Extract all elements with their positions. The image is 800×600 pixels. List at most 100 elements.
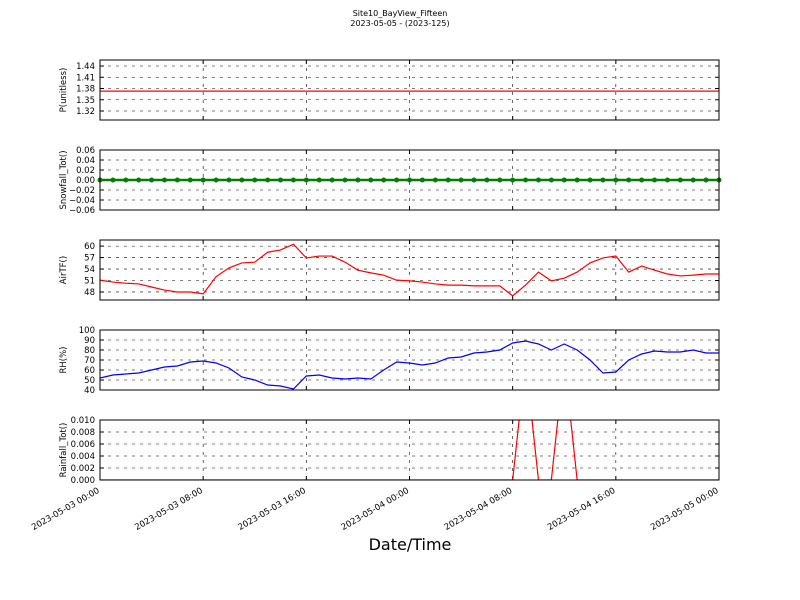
y-tick-label: 50 [84, 376, 95, 386]
data-marker [639, 177, 645, 183]
y-tick-label: 0.006 [71, 440, 95, 450]
x-tick-label: 2023-05-05 00:00 [649, 486, 720, 533]
y-tick-label: 0.010 [71, 416, 95, 426]
data-marker [161, 177, 167, 183]
data-marker [368, 177, 374, 183]
y-tick-label: 0.02 [76, 166, 95, 176]
data-marker [432, 177, 438, 183]
data-marker [342, 177, 348, 183]
y-tick-label: 70 [84, 356, 95, 366]
data-marker [497, 177, 503, 183]
plot-frame [99, 419, 720, 481]
data-marker [278, 177, 284, 183]
data-marker [587, 177, 593, 183]
y-tick-label: 0.00 [76, 176, 95, 186]
y-axis-label: AirTF() [59, 256, 69, 284]
data-marker [677, 177, 683, 183]
data-marker [664, 177, 670, 183]
data-marker [149, 177, 155, 183]
y-tick-label: 60 [84, 242, 95, 252]
y-tick-label: −0.06 [69, 206, 95, 216]
y-tick-label: 0.000 [71, 476, 95, 486]
y-tick-label: 1.38 [76, 85, 95, 95]
plot-frame [99, 59, 720, 121]
y-axis-label: Rainfall_Tot() [59, 423, 69, 478]
y-tick-label: 57 [84, 254, 95, 264]
x-axis-label: Date/Time [369, 535, 452, 554]
data-marker [187, 177, 193, 183]
data-marker [690, 177, 696, 183]
data-line [100, 340, 719, 390]
y-tick-label: 0.008 [71, 428, 95, 438]
x-tick-label: 2023-05-03 00:00 [30, 486, 101, 533]
figure-title: Site10_BayView_Fifteen [353, 9, 448, 18]
data-marker [652, 177, 658, 183]
data-marker [523, 177, 529, 183]
data-marker [200, 177, 206, 183]
data-marker [703, 177, 709, 183]
data-marker [510, 177, 516, 183]
data-marker [355, 177, 361, 183]
data-marker [252, 177, 258, 183]
x-tick-label: 2023-05-03 08:00 [133, 486, 204, 533]
data-marker [394, 177, 400, 183]
y-tick-label: 0.06 [76, 146, 95, 156]
data-marker [316, 177, 322, 183]
y-tick-label: 1.44 [76, 62, 95, 72]
data-marker [407, 177, 412, 183]
x-tick-label: 2023-05-04 00:00 [340, 486, 411, 533]
data-marker [535, 177, 541, 183]
data-marker [290, 177, 296, 183]
data-marker [123, 177, 129, 183]
y-tick-label: 90 [84, 336, 95, 346]
data-line [100, 243, 719, 297]
plot-frame [99, 329, 720, 391]
data-marker [484, 177, 490, 183]
data-marker [613, 177, 619, 183]
data-marker [548, 177, 554, 183]
x-tick-label: 2023-05-03 16:00 [236, 486, 307, 533]
data-marker [226, 177, 232, 183]
data-marker [329, 177, 335, 183]
data-marker [136, 177, 142, 183]
figure-subtitle: 2023-05-05 - (2023-125) [350, 19, 449, 28]
plot-frame [99, 149, 720, 211]
data-marker [110, 177, 116, 183]
y-tick-label: 51 [84, 277, 95, 287]
data-marker [239, 177, 245, 183]
y-tick-label: −0.02 [69, 186, 95, 196]
data-marker [574, 177, 580, 183]
data-marker [213, 177, 219, 183]
y-tick-label: 48 [84, 288, 95, 298]
data-marker [174, 177, 180, 183]
data-marker [471, 177, 477, 183]
data-marker [303, 177, 309, 183]
data-marker [419, 177, 425, 183]
y-tick-label: 60 [84, 366, 95, 376]
y-axis-label: RH(%) [59, 346, 69, 373]
data-marker [265, 177, 271, 183]
data-marker [381, 177, 387, 183]
x-tick-label: 2023-05-04 08:00 [443, 486, 514, 533]
y-tick-label: 54 [84, 265, 95, 275]
data-marker [561, 177, 567, 183]
y-tick-label: 0.004 [71, 452, 95, 462]
y-tick-label: 0.04 [76, 156, 95, 166]
data-marker [626, 177, 632, 183]
x-tick-label: 2023-05-04 16:00 [546, 486, 617, 533]
y-tick-label: 40 [84, 386, 95, 396]
y-tick-label: 0.002 [71, 464, 95, 474]
y-tick-label: 1.35 [76, 96, 95, 106]
y-tick-label: 1.32 [76, 107, 95, 117]
data-marker [600, 177, 606, 183]
data-marker [458, 177, 464, 183]
plot-frame [99, 239, 720, 301]
y-axis-label: Snowfall_Tot() [59, 150, 69, 209]
y-tick-label: 80 [84, 346, 95, 356]
y-axis-label: P(unitless) [59, 68, 69, 113]
y-tick-label: 100 [79, 326, 95, 336]
y-tick-label: 1.41 [76, 73, 95, 83]
y-tick-label: −0.04 [69, 196, 95, 206]
data-marker [445, 177, 451, 183]
